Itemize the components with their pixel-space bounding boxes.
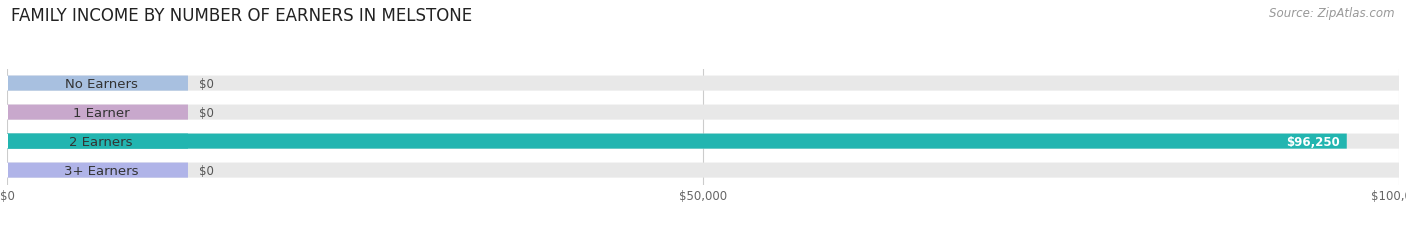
Text: 2 Earners: 2 Earners xyxy=(69,135,134,148)
FancyBboxPatch shape xyxy=(7,163,188,178)
FancyBboxPatch shape xyxy=(7,76,188,91)
FancyBboxPatch shape xyxy=(7,134,188,149)
Text: FAMILY INCOME BY NUMBER OF EARNERS IN MELSTONE: FAMILY INCOME BY NUMBER OF EARNERS IN ME… xyxy=(11,7,472,25)
FancyBboxPatch shape xyxy=(7,163,1399,178)
FancyBboxPatch shape xyxy=(7,105,188,120)
FancyBboxPatch shape xyxy=(7,105,1399,120)
FancyBboxPatch shape xyxy=(7,134,1399,149)
Text: No Earners: No Earners xyxy=(65,77,138,90)
Text: $0: $0 xyxy=(200,77,214,90)
FancyBboxPatch shape xyxy=(7,76,1399,91)
FancyBboxPatch shape xyxy=(7,134,1347,149)
Text: $96,250: $96,250 xyxy=(1286,135,1340,148)
Text: $0: $0 xyxy=(200,106,214,119)
Text: 1 Earner: 1 Earner xyxy=(73,106,129,119)
Text: $0: $0 xyxy=(200,164,214,177)
Text: Source: ZipAtlas.com: Source: ZipAtlas.com xyxy=(1270,7,1395,20)
Text: 3+ Earners: 3+ Earners xyxy=(63,164,138,177)
